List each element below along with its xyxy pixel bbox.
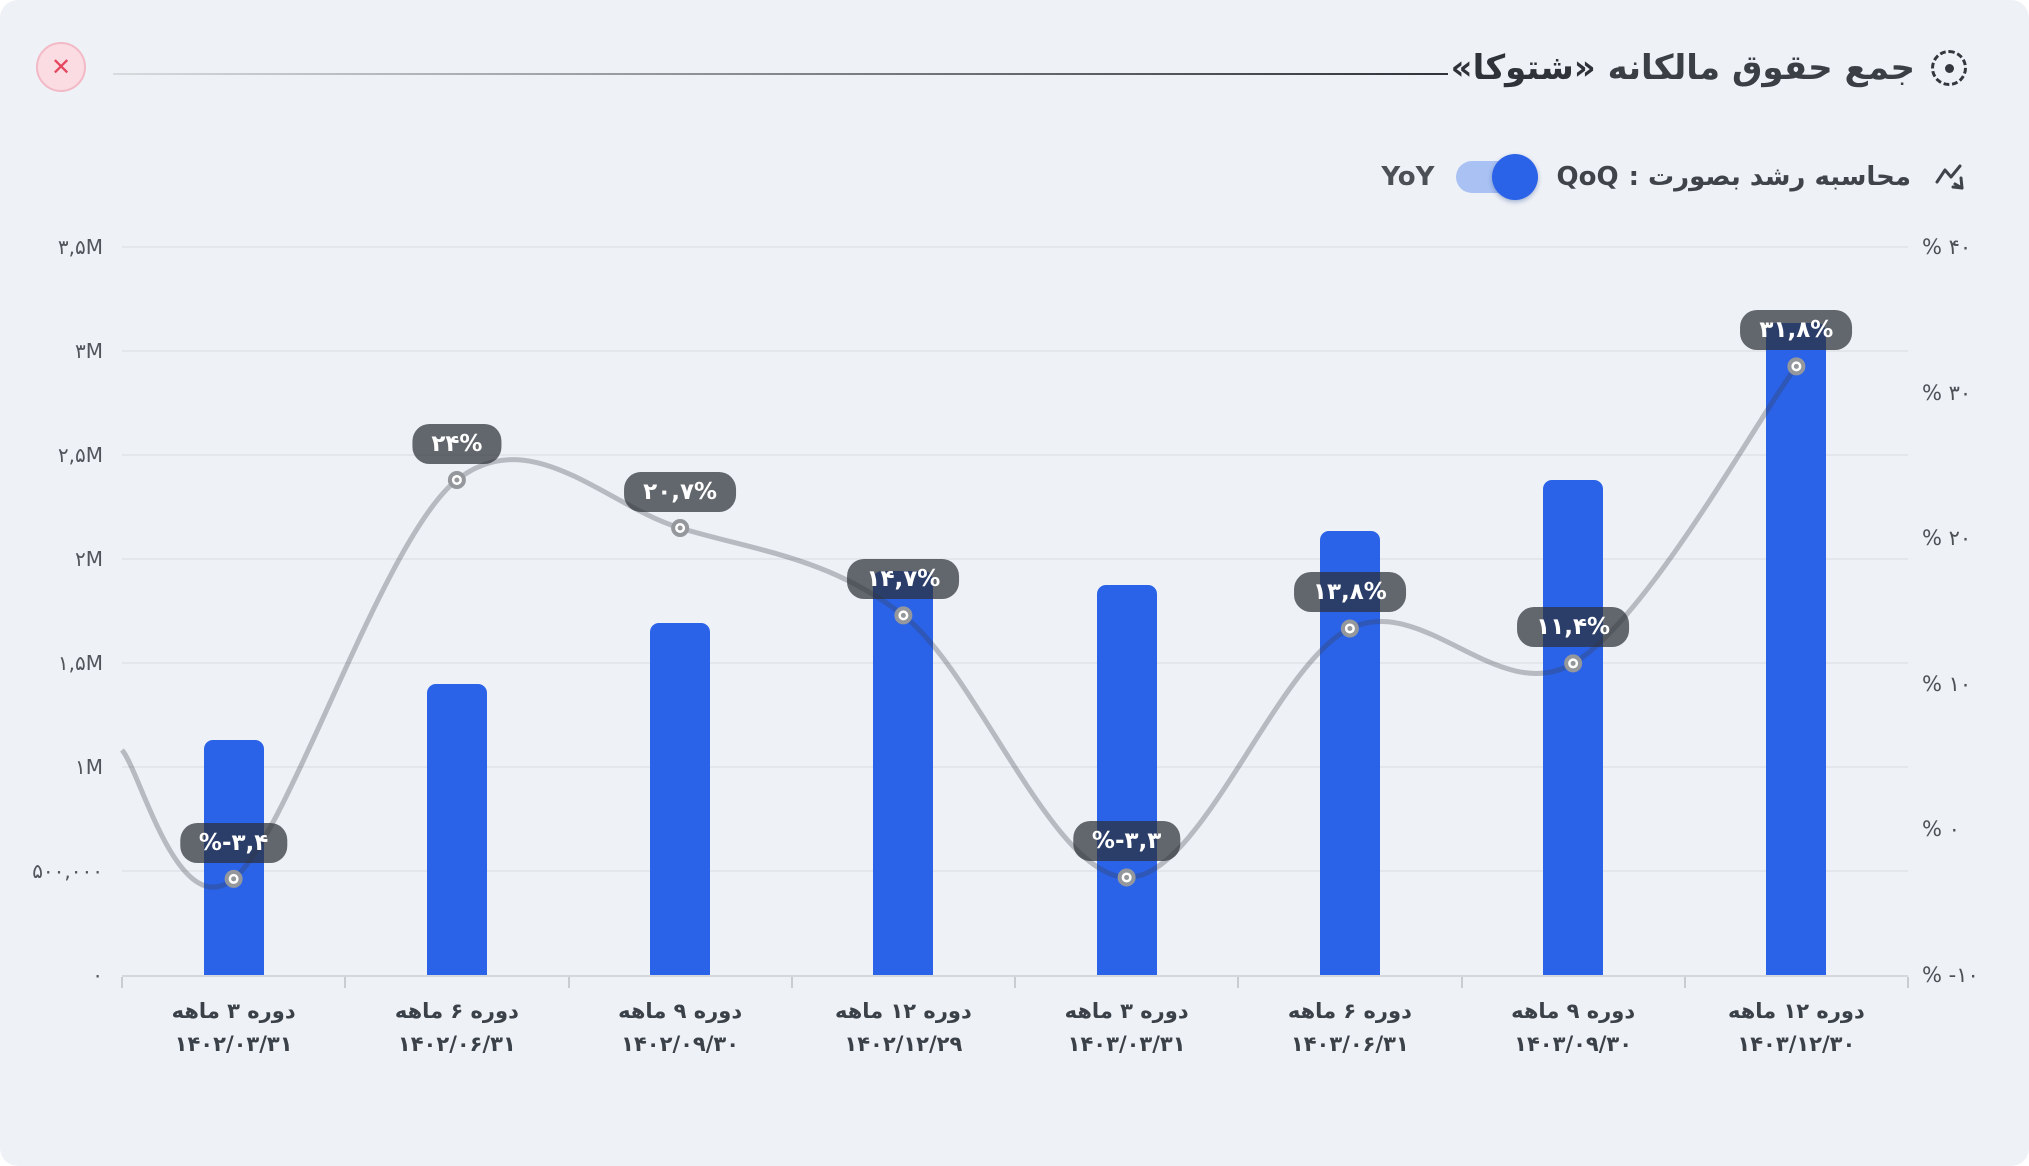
x-axis-category-label: دوره ۹ ماهه ۱۴۰۳/۰۹/۳۰: [1511, 995, 1635, 1061]
category-date: ۱۴۰۳/۰۶/۳۱: [1290, 1032, 1409, 1056]
category-period: دوره ۳ ماهه: [1064, 999, 1189, 1023]
left-axis-tick-label: ۳M: [75, 339, 103, 363]
left-axis-tick-label: ۰: [92, 963, 103, 987]
toggle-knob[interactable]: [1492, 154, 1539, 200]
gridline: [122, 350, 1908, 352]
right-axis-tick-label: % ۳۰: [1922, 380, 1972, 405]
category-period: دوره ۹ ماهه: [1511, 999, 1636, 1023]
growth-point-marker-dot: [677, 525, 683, 531]
gridline: [122, 558, 1908, 560]
right-axis-tick-label: % ۴۰: [1922, 235, 1972, 259]
right-axis-tick-label: % ۰: [1922, 817, 1960, 842]
x-axis-tick: [1014, 977, 1016, 988]
growth-mode-controls: YoY محاسبه رشد بصورت : QoQ: [1381, 153, 1967, 201]
x-axis-category-label: دوره ۳ ماهه ۱۴۰۳/۰۳/۳۱: [1065, 995, 1189, 1061]
growth-value-badge: ۲۰,۷%: [624, 472, 737, 512]
gridline: [122, 246, 1908, 248]
x-axis-tick: [790, 977, 793, 988]
x-axis-category-label: دوره ۹ ماهه ۱۴۰۲/۰۹/۳۰: [618, 995, 742, 1061]
close-icon: ✕: [50, 53, 72, 81]
page-title-company: «شتوکا»: [1450, 48, 1596, 88]
x-axis-tick: [567, 977, 570, 988]
equity-bar[interactable]: [1766, 323, 1827, 975]
gridline: [122, 766, 1908, 768]
equity-bar[interactable]: [873, 571, 934, 975]
yoy-option-label[interactable]: YoY: [1381, 162, 1435, 192]
growth-mode-label-text: محاسبه رشد بصورت :: [1628, 162, 1911, 192]
x-axis-tick: [121, 977, 123, 988]
category-period: دوره ۱۲ ماهه: [834, 999, 972, 1023]
growth-mode-toggle[interactable]: [1456, 154, 1539, 200]
left-axis-tick-label: ۱M: [75, 755, 103, 779]
growth-value-badge: ۱۴,۷%: [847, 559, 960, 600]
category-date: ۱۴۰۲/۰۳/۳۱: [174, 1032, 293, 1056]
page-title-prefix: جمع حقوق مالکانه: [1595, 48, 1915, 88]
right-axis-tick-label: % -۱۰: [1922, 963, 1979, 987]
x-axis-tick: [344, 977, 347, 988]
x-axis-category-label: دوره ۱۲ ماهه ۱۴۰۲/۱۲/۲۹: [835, 995, 972, 1061]
category-date: ۱۴۰۳/۰۹/۳۰: [1514, 1032, 1633, 1056]
growth-value-badge: %-۳,۳: [1072, 821, 1181, 862]
x-axis-tick: [1907, 977, 1909, 988]
growth-value-badge: ۱۳,۸%: [1293, 572, 1406, 613]
left-axis-tick-label: ۲M: [75, 547, 103, 571]
close-button[interactable]: ✕: [36, 42, 86, 92]
gridline: [122, 870, 1908, 872]
right-axis-tick-label: % ۲۰: [1922, 526, 1972, 551]
x-axis-tick: [1237, 977, 1240, 988]
growth-mode-label: محاسبه رشد بصورت : QoQ: [1556, 162, 1911, 192]
x-axis-tick: [1460, 977, 1463, 988]
x-axis-category-label: دوره ۱۲ ماهه ۱۴۰۳/۱۲/۳۰: [1728, 995, 1865, 1061]
left-axis-tick-label: ۵۰۰,۰۰۰: [32, 859, 103, 883]
category-date: ۱۴۰۲/۱۲/۲۹: [844, 1032, 963, 1056]
growth-point-marker[interactable]: [671, 519, 690, 538]
equity-bar[interactable]: [426, 683, 487, 975]
left-axis-tick-label: ۲,۵M: [57, 443, 103, 467]
gridline: [122, 662, 1908, 664]
equity-bar[interactable]: [1096, 584, 1157, 975]
left-axis-tick-label: ۳,۵M: [57, 235, 103, 259]
x-axis-line: [122, 975, 1908, 977]
growth-value-badge: ۲۴%: [412, 423, 502, 464]
x-axis-category-label: دوره ۶ ماهه ۱۴۰۳/۰۶/۳۱: [1288, 995, 1412, 1061]
left-axis-tick-label: ۱,۵M: [57, 651, 103, 675]
x-axis-tick: [1683, 977, 1686, 988]
target-dashed-circle-icon: [1931, 50, 1967, 86]
category-date: ۱۴۰۲/۰۹/۳۰: [621, 1032, 740, 1056]
trend-zigzag-icon: [1935, 164, 1964, 190]
growth-value-badge: %-۳,۴: [179, 822, 288, 863]
growth-point-marker[interactable]: [447, 470, 466, 489]
page-title: جمع حقوق مالکانه «شتوکا»: [1451, 48, 1915, 88]
equity-bar[interactable]: [1543, 480, 1604, 975]
growth-value-badge: ۳۱,۸%: [1740, 310, 1853, 351]
category-period: دوره ۹ ماهه: [618, 999, 743, 1023]
category-period: دوره ۶ ماهه: [394, 999, 519, 1023]
category-period: دوره ۱۲ ماهه: [1727, 999, 1865, 1023]
chart-header: جمع حقوق مالکانه «شتوکا»: [1451, 48, 1967, 88]
right-axis-tick-label: % ۱۰: [1922, 671, 1972, 696]
x-axis-category-label: دوره ۳ ماهه ۱۴۰۲/۰۳/۳۱: [172, 995, 296, 1061]
category-period: دوره ۳ ماهه: [171, 999, 296, 1023]
growth-value-badge: ۱۱,۴%: [1517, 607, 1630, 648]
category-date: ۱۴۰۳/۰۳/۳۱: [1067, 1032, 1186, 1056]
equity-bar[interactable]: [650, 623, 711, 975]
category-date: ۱۴۰۳/۱۲/۳۰: [1737, 1032, 1856, 1056]
category-period: دوره ۶ ماهه: [1287, 999, 1412, 1023]
category-date: ۱۴۰۲/۰۶/۳۱: [397, 1032, 516, 1056]
header-divider: [113, 73, 1448, 75]
gridline: [122, 454, 1908, 456]
x-axis-category-label: دوره ۶ ماهه ۱۴۰۲/۰۶/۳۱: [395, 995, 519, 1061]
growth-mode-selected: QoQ: [1556, 162, 1619, 192]
growth-point-marker-dot: [454, 477, 460, 483]
